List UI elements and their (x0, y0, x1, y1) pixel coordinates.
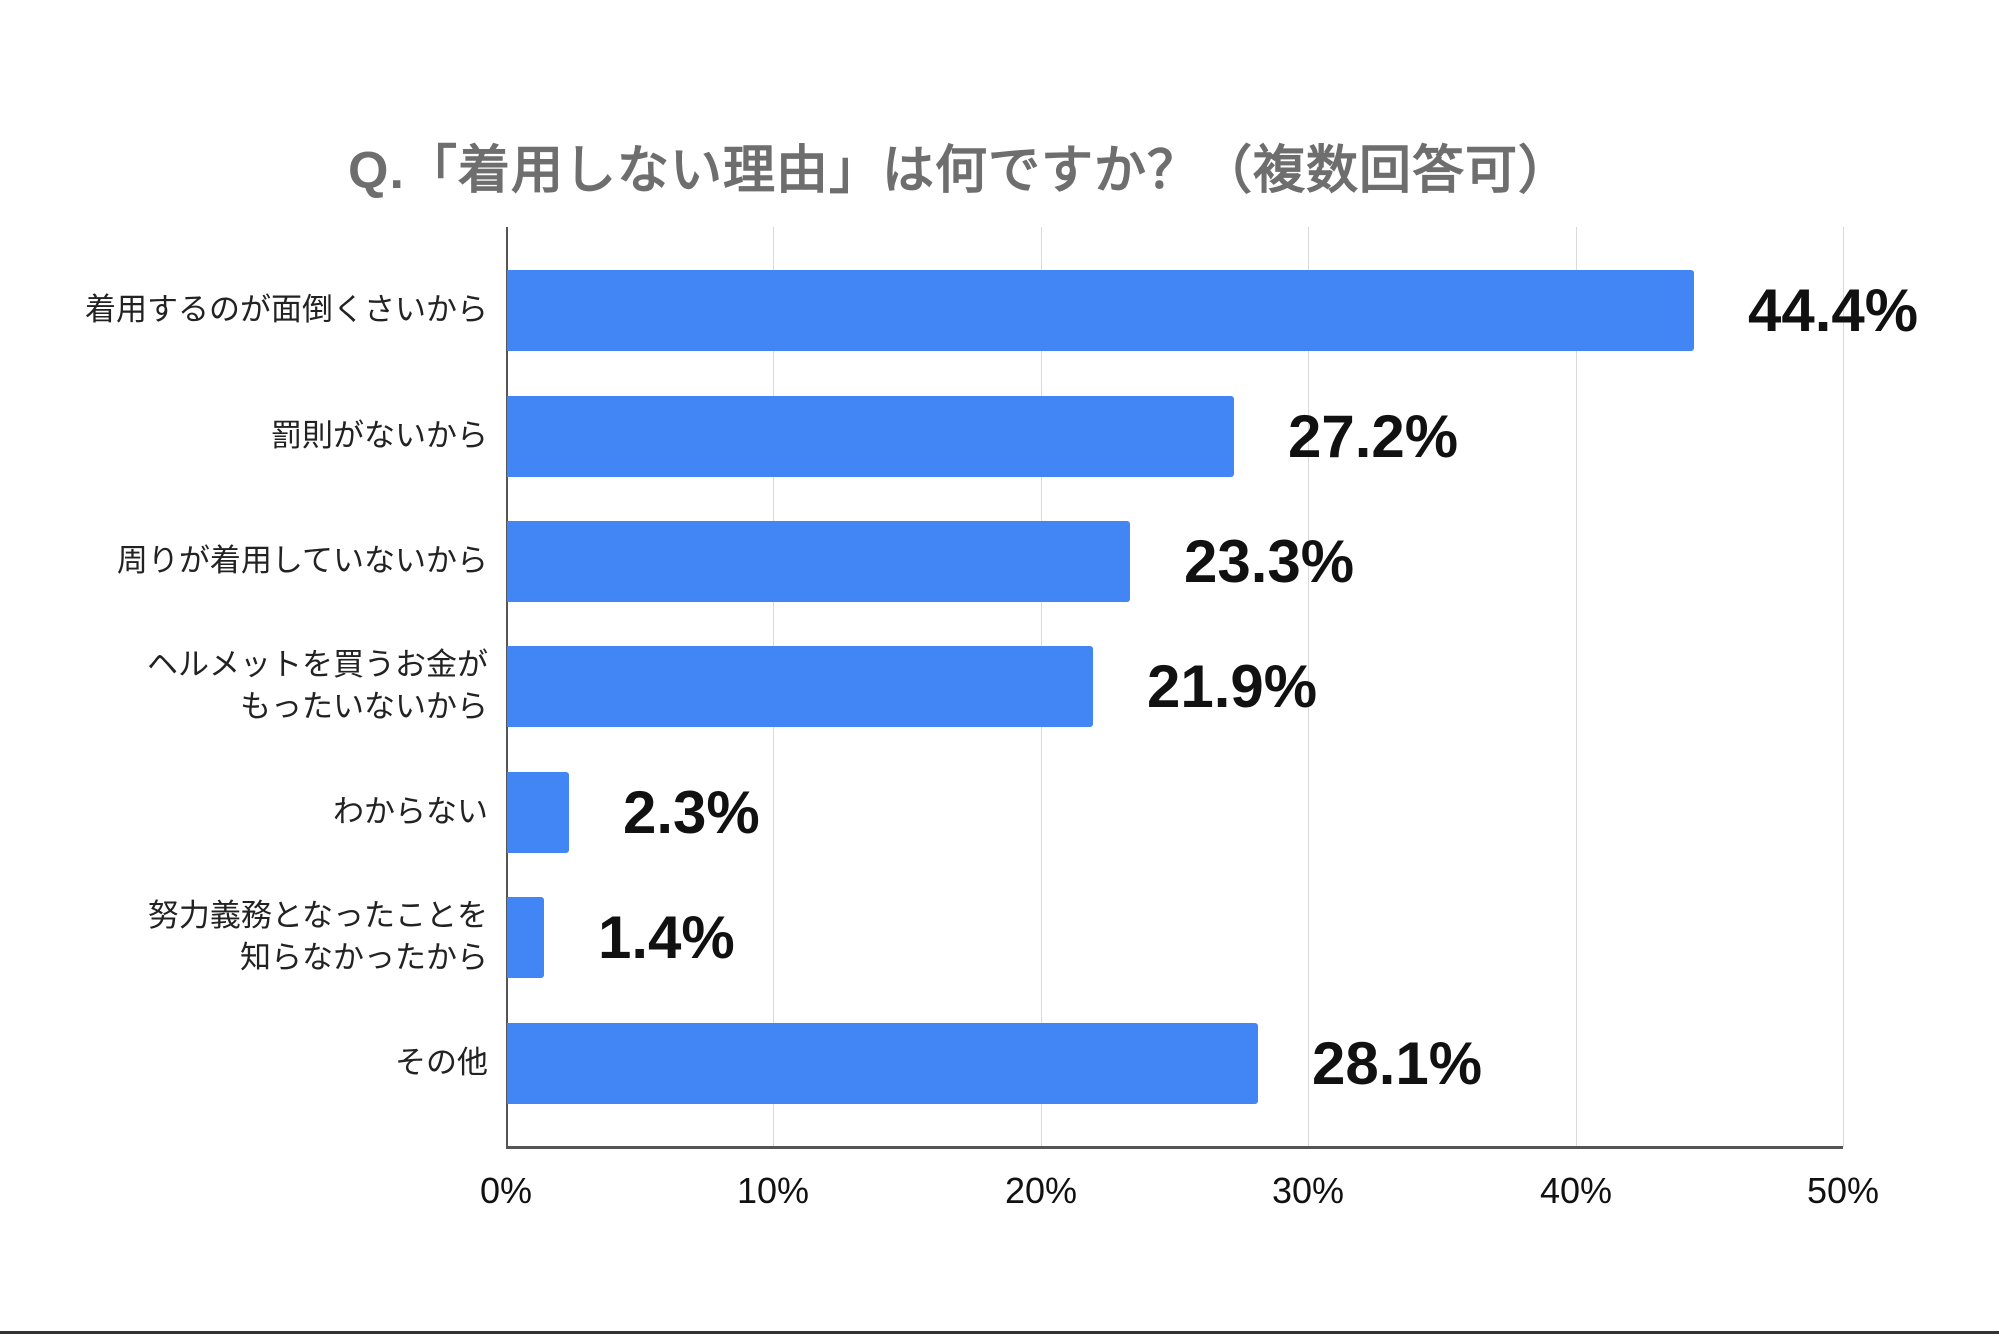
category-label-line: 着用するのが面倒くさいから (85, 292, 488, 327)
category-label-2: 周りが着用していないから (0, 540, 488, 582)
bottom-border (0, 1331, 1999, 1334)
data-label-0: 44.4% (1748, 277, 1919, 344)
category-label-5: 努力義務となったことを 知らなかったから (0, 895, 488, 979)
chart-title: Q.「着用しない理由」は何ですか？（複数回答可） (348, 142, 1571, 200)
bar-6 (507, 1023, 1258, 1104)
bar-4 (507, 772, 569, 853)
bar-3 (507, 646, 1093, 727)
x-tick-label: 0% (479, 1170, 533, 1211)
bar-5 (507, 897, 544, 978)
category-label-line: 周りが着用していないから (116, 543, 488, 578)
category-label-line: わからない (333, 794, 488, 829)
category-label-line: その他 (395, 1045, 488, 1080)
data-label-6: 28.1% (1312, 1030, 1483, 1097)
data-label-4: 2.3% (623, 779, 760, 846)
bar-2 (507, 521, 1130, 602)
category-label-1: 罰則がないから (0, 415, 488, 457)
data-label-5: 1.4% (598, 904, 735, 971)
category-label-0: 着用するのが面倒くさいから (0, 289, 488, 331)
x-axis-line (506, 1146, 1843, 1149)
x-tick-label: 40% (1539, 1170, 1613, 1211)
data-label-3: 21.9% (1147, 653, 1318, 720)
x-tick-label: 20% (1004, 1170, 1078, 1211)
gridline-40 (1576, 227, 1577, 1147)
plot-area: 44.4% 27.2% 23.3% 21.9% 2.3% 1.4% 28.1% (506, 227, 1918, 1149)
category-label-line: ヘルメットを買うお金が (147, 647, 488, 682)
data-label-1: 27.2% (1288, 403, 1459, 470)
category-label-line: もったいないから (240, 689, 488, 724)
gridline-50 (1843, 227, 1844, 1147)
category-label-4: わからない (0, 791, 488, 833)
x-tick-label: 50% (1806, 1170, 1880, 1211)
x-tick-label: 10% (736, 1170, 810, 1211)
category-label-6: その他 (0, 1042, 488, 1084)
bar-0 (507, 270, 1694, 351)
category-label-line: 罰則がないから (271, 418, 488, 453)
x-tick-label: 30% (1271, 1170, 1345, 1211)
category-label-line: 知らなかったから (240, 940, 488, 975)
category-label-3: ヘルメットを買うお金が もったいないから (0, 644, 488, 728)
data-label-2: 23.3% (1184, 528, 1355, 595)
category-label-line: 努力義務となったことを (147, 898, 488, 933)
bar-1 (507, 396, 1234, 477)
gridline-30 (1308, 227, 1309, 1147)
